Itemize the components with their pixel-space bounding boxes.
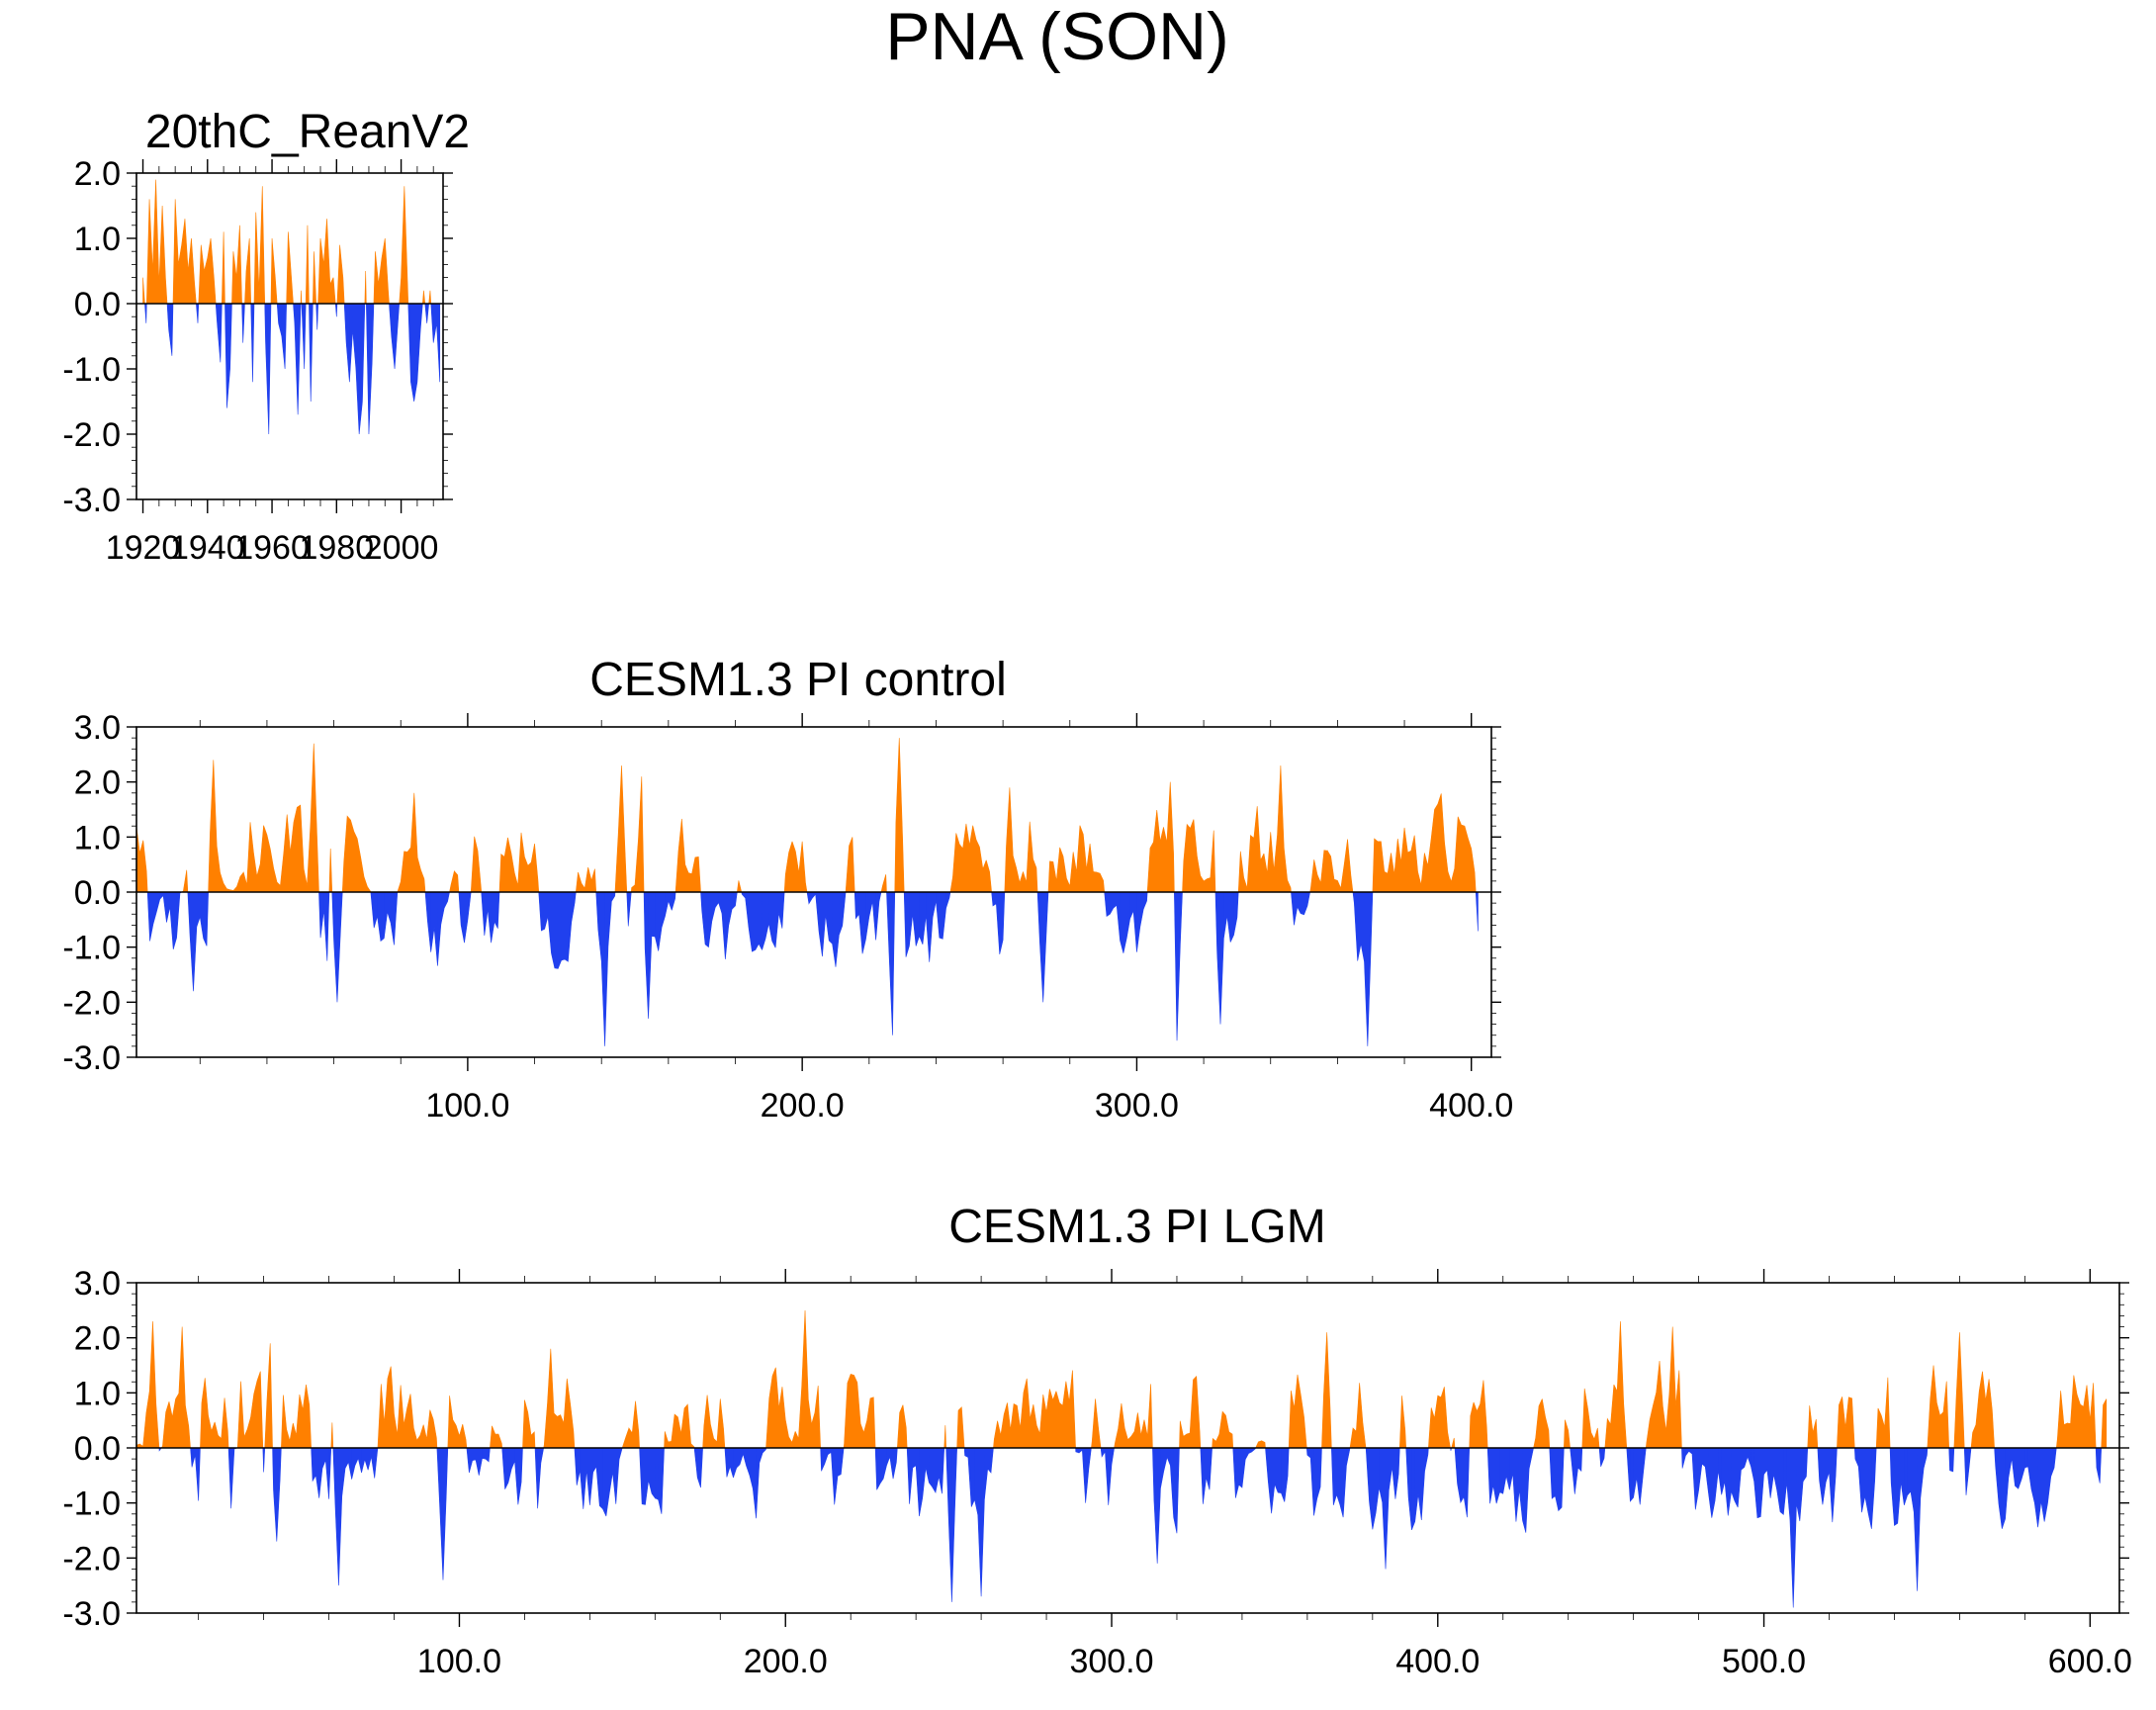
x-tick-label: 200.0 <box>744 1643 828 1680</box>
negative-fill-area <box>144 303 441 435</box>
y-tick-label: -1.0 <box>62 1485 121 1523</box>
y-tick-label: 3.0 <box>74 1265 121 1303</box>
panel-title-pi-lgm: CESM1.3 PI LGM <box>948 1201 1325 1253</box>
positive-fill-area <box>135 1309 2108 1449</box>
y-tick-label: 2.0 <box>74 155 121 193</box>
y-tick-label: 0.0 <box>74 874 121 912</box>
y-tick-label: -3.0 <box>62 1039 121 1077</box>
y-tick-label: 2.0 <box>74 1320 121 1358</box>
x-tick-label: 300.0 <box>1095 1087 1179 1125</box>
negative-fill-area <box>158 1447 2103 1608</box>
panel-title-pi-control: CESM1.3 PI control <box>589 654 1007 706</box>
x-tick-label: 2000 <box>364 529 439 567</box>
negative-fill-area <box>146 891 1479 1046</box>
x-tick-label: 600.0 <box>2048 1643 2132 1680</box>
y-tick-label: 1.0 <box>74 1375 121 1412</box>
y-tick-label: 0.0 <box>74 1430 121 1468</box>
positive-fill-area <box>135 738 1477 893</box>
y-tick-label: 1.0 <box>74 819 121 856</box>
x-tick-label: 100.0 <box>425 1087 509 1125</box>
panel-pi-lgm: CESM1.3 PI LGM 3.0 2.0 1.0 0.0 -1.0 -2.0 -3.0 1… <box>62 1201 2131 1680</box>
x-tick-label: 1960 <box>234 529 310 567</box>
y-tick-label: -2.0 <box>62 1540 121 1577</box>
y-tick-label: -2.0 <box>62 984 121 1022</box>
x-tick-label: 400.0 <box>1395 1643 1480 1680</box>
x-tick-label: 500.0 <box>1722 1643 1806 1680</box>
plot-frame <box>135 172 444 500</box>
x-tick-label: 1920 <box>106 529 181 567</box>
y-tick-label: -1.0 <box>62 351 121 389</box>
y-tick-label: -1.0 <box>62 930 121 967</box>
panel-title-reanv2: 20thC_ReanV2 <box>145 106 470 158</box>
x-tick-label: 100.0 <box>417 1643 501 1680</box>
y-tick-label: -3.0 <box>62 482 121 519</box>
x-tick-label: 300.0 <box>1069 1643 1153 1680</box>
y-tick-label: -2.0 <box>62 416 121 454</box>
panel-20thc-reanv2: 20thC_ReanV2 2.01.00.0-1.0-2.0-3.0192019… <box>62 106 470 567</box>
y-tick-label: -3.0 <box>62 1595 121 1633</box>
y-tick-label: 3.0 <box>74 709 121 747</box>
y-tick-label: 0.0 <box>74 286 121 323</box>
x-tick-label: 400.0 <box>1429 1087 1513 1125</box>
x-tick-label: 1940 <box>170 529 245 567</box>
positive-fill-area <box>142 179 432 305</box>
panel-pi-control: CESM1.3 PI control 3.0 2.0 1.0 0.0 -1.0 -2.0 -… <box>62 654 1513 1125</box>
figure-title: PNA (SON) <box>885 0 1229 74</box>
x-tick-label: 200.0 <box>761 1087 845 1125</box>
y-tick-label: 2.0 <box>74 765 121 802</box>
y-tick-label: 1.0 <box>74 221 121 258</box>
x-tick-label: 1980 <box>299 529 374 567</box>
